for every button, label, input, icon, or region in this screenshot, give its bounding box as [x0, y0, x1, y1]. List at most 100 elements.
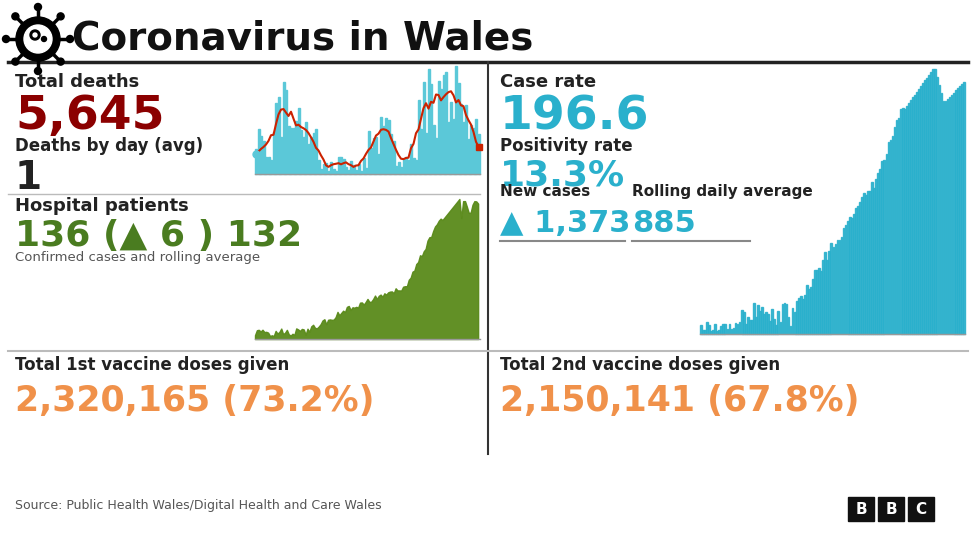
Bar [755, 317, 756, 334]
Bar [802, 299, 803, 334]
Bar [716, 331, 718, 334]
Bar [317, 160, 319, 174]
Bar [410, 144, 412, 174]
Bar [930, 72, 932, 334]
Bar [963, 82, 964, 334]
Circle shape [34, 3, 42, 10]
Bar [298, 108, 300, 174]
Bar [879, 169, 881, 334]
Bar [293, 128, 295, 174]
Text: ▲ 1,373: ▲ 1,373 [500, 209, 630, 238]
Bar [737, 324, 739, 334]
Bar [902, 108, 904, 334]
Bar [335, 171, 337, 174]
Bar [442, 75, 444, 174]
Bar [855, 208, 857, 334]
Bar [712, 330, 714, 334]
Bar [355, 170, 357, 174]
Bar [757, 305, 758, 334]
Bar [889, 140, 891, 334]
Bar [924, 80, 926, 334]
Bar [816, 270, 818, 334]
Bar [771, 309, 773, 334]
Bar [782, 304, 784, 334]
Bar [345, 167, 347, 174]
Bar [955, 91, 956, 334]
Bar [784, 303, 786, 334]
Bar [303, 137, 305, 174]
Bar [861, 197, 863, 334]
Bar [362, 158, 364, 174]
Bar [823, 260, 824, 334]
Bar [908, 497, 934, 521]
Bar [463, 122, 465, 174]
Bar [745, 324, 747, 334]
Circle shape [33, 33, 37, 37]
Bar [945, 101, 947, 334]
Bar [728, 324, 730, 334]
Bar [731, 329, 732, 334]
Bar [780, 322, 781, 334]
Bar [941, 93, 942, 334]
Bar [295, 121, 297, 174]
Bar [790, 326, 792, 334]
Bar [720, 326, 722, 334]
Bar [418, 100, 420, 174]
Text: 5,645: 5,645 [15, 94, 165, 139]
Bar [910, 100, 912, 334]
Bar [722, 324, 724, 334]
Bar [455, 66, 457, 174]
Bar [360, 171, 362, 174]
Text: B: B [855, 501, 867, 517]
Bar [881, 161, 883, 334]
Text: Positivity rate: Positivity rate [500, 137, 632, 155]
Bar [373, 138, 375, 174]
Bar [275, 103, 277, 174]
Bar [859, 201, 861, 334]
Bar [432, 125, 434, 174]
Bar [458, 83, 460, 174]
Bar [892, 136, 893, 334]
Bar [415, 160, 417, 174]
Bar [922, 83, 924, 334]
Bar [733, 328, 734, 334]
Bar [408, 160, 410, 174]
Bar [741, 310, 743, 334]
Bar [435, 138, 437, 174]
Bar [829, 251, 831, 334]
Bar [749, 320, 751, 334]
Bar [840, 237, 842, 334]
Bar [405, 156, 407, 174]
Bar [267, 156, 269, 174]
Circle shape [66, 36, 73, 42]
Bar [402, 159, 404, 174]
Bar [735, 323, 736, 334]
Circle shape [58, 58, 64, 65]
Text: Rolling daily average: Rolling daily average [632, 184, 813, 199]
Bar [425, 133, 427, 174]
Bar [778, 311, 779, 334]
Bar [883, 160, 885, 334]
Bar [872, 182, 873, 334]
Bar [305, 122, 307, 174]
Bar [812, 278, 814, 334]
Bar [818, 268, 820, 334]
Bar [347, 170, 349, 174]
Bar [916, 92, 917, 334]
Bar [270, 160, 272, 174]
Bar [282, 82, 284, 174]
Bar [857, 206, 859, 334]
Bar [706, 322, 708, 334]
Text: 196.6: 196.6 [500, 94, 649, 139]
Bar [875, 179, 877, 334]
Bar [898, 119, 900, 334]
Bar [773, 320, 775, 334]
Bar [440, 89, 442, 174]
Bar [448, 122, 450, 174]
Text: Total deaths: Total deaths [15, 73, 140, 91]
Text: Total 1st vaccine doses given: Total 1st vaccine doses given [15, 356, 289, 374]
Circle shape [30, 30, 40, 40]
Bar [383, 126, 385, 174]
Bar [368, 131, 370, 174]
Bar [912, 97, 914, 334]
